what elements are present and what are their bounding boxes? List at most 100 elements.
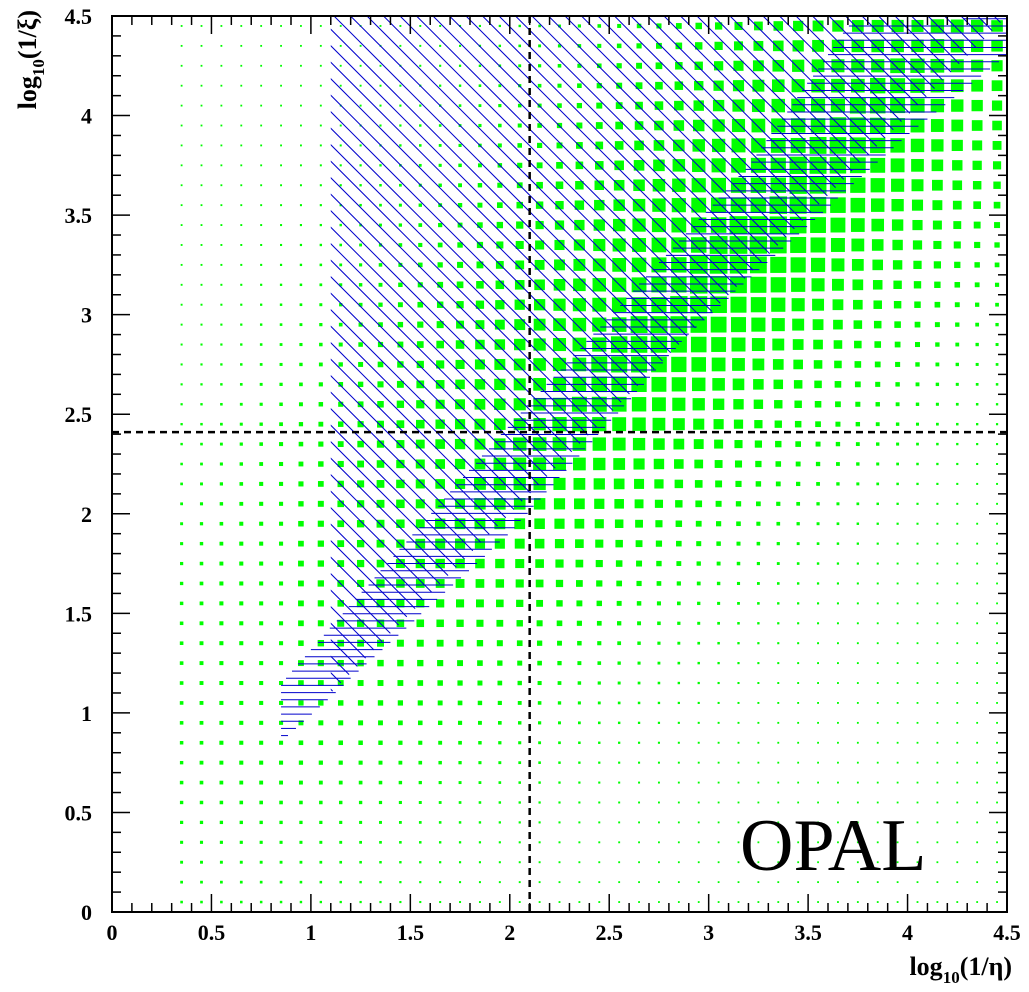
data-box: [710, 296, 727, 314]
data-box: [817, 622, 820, 625]
data-box: [831, 78, 845, 93]
data-box: [974, 262, 980, 268]
data-box: [576, 102, 583, 109]
data-box: [557, 63, 562, 68]
data-box: [652, 198, 666, 212]
data-box: [199, 641, 204, 646]
data-box: [770, 277, 786, 293]
data-box: [996, 841, 998, 844]
data-box: [219, 820, 224, 825]
y-tick-label: 3.5: [65, 203, 93, 228]
data-box: [199, 840, 204, 844]
data-box: [498, 821, 501, 824]
data-box: [593, 478, 605, 490]
data-box: [558, 801, 561, 804]
data-box: [856, 662, 859, 665]
data-box: [498, 841, 501, 844]
data-box: [930, 98, 945, 113]
hatch-line: [330, 16, 675, 693]
data-box: [239, 501, 244, 506]
data-box: [260, 283, 263, 286]
data-box: [280, 104, 282, 107]
data-box: [438, 124, 442, 127]
data-box: [396, 539, 405, 548]
data-box: [894, 341, 901, 348]
data-box: [220, 204, 223, 207]
data-box: [757, 602, 760, 605]
data-box: [634, 121, 644, 130]
data-box: [260, 44, 263, 47]
data-box: [259, 402, 263, 406]
data-box: [200, 462, 203, 466]
data-box: [536, 620, 543, 627]
hatch-line: [330, 16, 939, 693]
data-box: [220, 44, 223, 47]
data-box: [913, 281, 922, 289]
data-box: [259, 501, 264, 506]
data-box: [653, 458, 665, 470]
data-box: [837, 841, 839, 844]
data-box: [692, 139, 705, 152]
data-box: [339, 820, 343, 824]
data-box: [890, 118, 906, 133]
data-box: [936, 781, 939, 784]
data-box: [319, 840, 323, 844]
hatch-line: [330, 16, 807, 693]
data-box: [611, 297, 627, 312]
data-box: [976, 562, 979, 565]
x-tick-label: 2.5: [595, 920, 623, 945]
data-box: [514, 338, 526, 351]
data-box: [856, 841, 859, 844]
data-box: [632, 417, 646, 431]
data-box: [712, 99, 725, 112]
data-box: [976, 821, 979, 824]
data-box: [357, 639, 365, 647]
data-box: [697, 621, 701, 625]
data-box: [976, 761, 979, 764]
data-box: [737, 622, 740, 625]
data-box: [260, 184, 263, 187]
data-box: [456, 639, 464, 647]
data-box: [951, 99, 964, 112]
data-box: [319, 323, 323, 327]
data-box: [774, 400, 783, 409]
data-box: [737, 861, 740, 864]
data-box: [359, 263, 363, 267]
data-box: [299, 800, 303, 805]
data-box: [259, 760, 264, 765]
data-box: [653, 140, 665, 151]
data-box: [817, 901, 819, 903]
data-box: [931, 139, 944, 152]
data-box: [694, 80, 704, 91]
data-box: [493, 477, 506, 490]
data-box: [816, 562, 820, 565]
data-box: [612, 218, 626, 232]
data-box: [535, 559, 544, 568]
hatch-line: [330, 16, 873, 693]
data-box: [996, 622, 998, 625]
data-box: [755, 481, 762, 487]
data-box: [259, 601, 264, 606]
data-box: [773, 21, 784, 31]
data-box: [673, 438, 685, 450]
data-box: [558, 24, 561, 28]
data-box: [996, 562, 998, 565]
data-box: [697, 841, 700, 844]
data-box: [736, 561, 741, 566]
data-box: [279, 720, 284, 725]
data-box: [734, 460, 743, 468]
data-box: [455, 340, 465, 349]
data-box: [418, 242, 423, 248]
data-box: [631, 277, 647, 293]
data-box: [675, 42, 683, 50]
data-box: [574, 518, 585, 529]
data-box: [513, 457, 527, 471]
data-box: [456, 301, 464, 309]
data-box: [890, 58, 905, 74]
data-box: [536, 599, 544, 607]
data-box: [180, 462, 183, 466]
data-box: [498, 741, 502, 745]
data-box: [577, 681, 582, 685]
data-box: [478, 761, 482, 765]
data-box: [933, 261, 942, 269]
